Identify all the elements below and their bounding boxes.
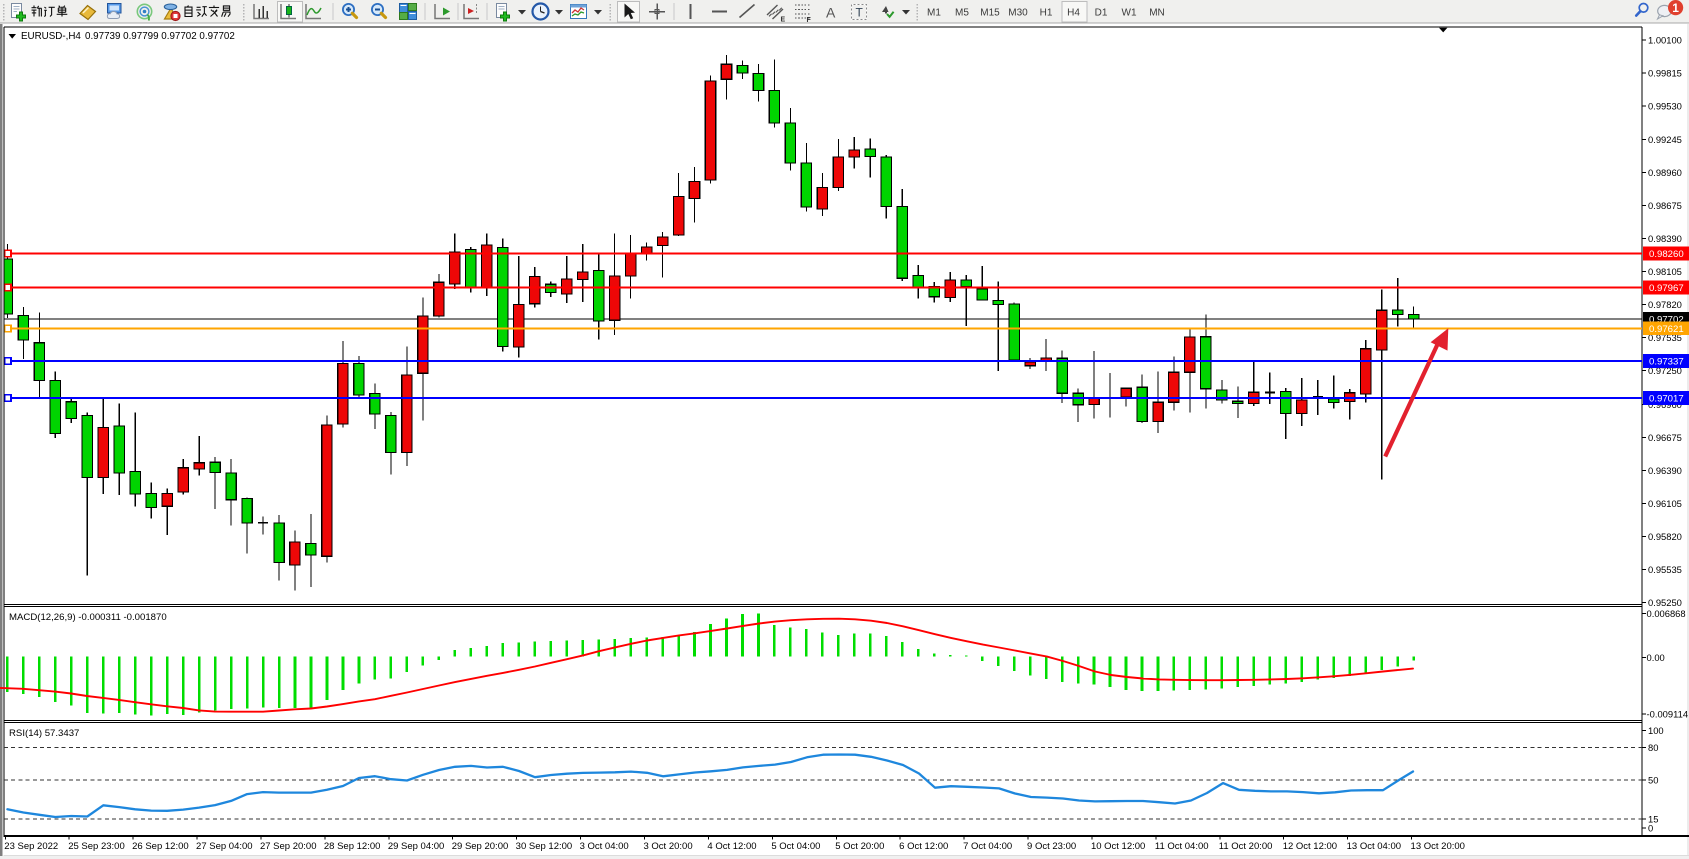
svg-text:MACD(12,26,9) -0.000311 -0.001: MACD(12,26,9) -0.000311 -0.001870 [9, 612, 167, 623]
svg-text:E: E [781, 17, 786, 24]
svg-text:M5: M5 [955, 7, 969, 18]
svg-text:0: 0 [1648, 822, 1653, 833]
svg-text:W1: W1 [1122, 7, 1137, 18]
svg-text:0.98675: 0.98675 [1648, 200, 1682, 211]
svg-text:H1: H1 [1040, 7, 1053, 18]
svg-text:0.99815: 0.99815 [1648, 68, 1682, 79]
svg-text:0.97621: 0.97621 [1649, 324, 1684, 335]
svg-text:7 Oct 04:00: 7 Oct 04:00 [963, 841, 1012, 852]
svg-text:4 Oct 12:00: 4 Oct 12:00 [707, 841, 756, 852]
svg-text:27 Sep 20:00: 27 Sep 20:00 [260, 841, 317, 852]
svg-text:0.97535: 0.97535 [1648, 332, 1682, 343]
svg-text:T: T [856, 6, 864, 20]
svg-text:D1: D1 [1095, 7, 1108, 18]
svg-text:-0.009114: -0.009114 [1647, 708, 1689, 719]
svg-text:M30: M30 [1008, 7, 1028, 18]
svg-text:12 Oct 12:00: 12 Oct 12:00 [1283, 841, 1337, 852]
svg-text:F: F [807, 17, 812, 24]
svg-text:0.006868: 0.006868 [1647, 608, 1686, 619]
svg-text:6 Oct 12:00: 6 Oct 12:00 [899, 841, 948, 852]
svg-text:0.98260: 0.98260 [1649, 249, 1684, 260]
svg-text:H4: H4 [1067, 7, 1080, 18]
svg-text:0.96675: 0.96675 [1648, 432, 1682, 443]
svg-text:0.00: 0.00 [1647, 652, 1665, 663]
svg-text:100: 100 [1648, 725, 1664, 736]
svg-text:13 Oct 04:00: 13 Oct 04:00 [1347, 841, 1401, 852]
svg-text:30 Sep 12:00: 30 Sep 12:00 [516, 841, 573, 852]
svg-text:RSI(14) 57.3437: RSI(14) 57.3437 [9, 728, 79, 739]
svg-text:3 Oct 20:00: 3 Oct 20:00 [644, 841, 693, 852]
svg-text:EURUSD-,H4: EURUSD-,H4 [21, 31, 81, 42]
svg-text:1: 1 [1672, 1, 1679, 15]
svg-text:0.97820: 0.97820 [1648, 299, 1682, 310]
svg-text:0.96390: 0.96390 [1648, 465, 1682, 476]
svg-text:M1: M1 [927, 7, 941, 18]
svg-text:9 Oct 23:00: 9 Oct 23:00 [1027, 841, 1076, 852]
svg-text:80: 80 [1648, 742, 1658, 753]
svg-text:0.97967: 0.97967 [1649, 283, 1684, 294]
svg-text:5 Oct 04:00: 5 Oct 04:00 [771, 841, 820, 852]
svg-text:28 Sep 12:00: 28 Sep 12:00 [324, 841, 381, 852]
svg-text:0.97017: 0.97017 [1649, 394, 1684, 405]
svg-text:15: 15 [1648, 814, 1658, 825]
svg-text:A: A [826, 5, 836, 21]
svg-text:0.98105: 0.98105 [1648, 266, 1682, 277]
svg-text:0.95250: 0.95250 [1648, 597, 1682, 608]
svg-text:0.95820: 0.95820 [1648, 531, 1682, 542]
svg-text:5 Oct 20:00: 5 Oct 20:00 [835, 841, 884, 852]
svg-text:11 Oct 20:00: 11 Oct 20:00 [1219, 841, 1273, 852]
svg-text:0.96105: 0.96105 [1648, 498, 1682, 509]
svg-text:23 Sep 2022: 23 Sep 2022 [4, 841, 58, 852]
svg-text:11 Oct 04:00: 11 Oct 04:00 [1155, 841, 1209, 852]
svg-text:0.99530: 0.99530 [1648, 101, 1682, 112]
svg-text:27 Sep 04:00: 27 Sep 04:00 [196, 841, 253, 852]
svg-text:0.95535: 0.95535 [1648, 564, 1682, 575]
svg-text:3 Oct 04:00: 3 Oct 04:00 [580, 841, 629, 852]
svg-text:0.97702: 0.97702 [1649, 315, 1684, 326]
svg-text:25 Sep 23:00: 25 Sep 23:00 [68, 841, 125, 852]
svg-text:0.98960: 0.98960 [1648, 167, 1682, 178]
svg-text:50: 50 [1648, 774, 1658, 785]
svg-text:10 Oct 12:00: 10 Oct 12:00 [1091, 841, 1145, 852]
svg-text:0.99245: 0.99245 [1648, 134, 1682, 145]
svg-text:1.00100: 1.00100 [1648, 35, 1682, 46]
svg-text:13 Oct 20:00: 13 Oct 20:00 [1411, 841, 1465, 852]
svg-text:M15: M15 [980, 7, 1000, 18]
svg-text:26 Sep 12:00: 26 Sep 12:00 [132, 841, 189, 852]
svg-text:0.98390: 0.98390 [1648, 233, 1682, 244]
svg-text:29 Sep 20:00: 29 Sep 20:00 [452, 841, 509, 852]
svg-text:0.97250: 0.97250 [1648, 365, 1682, 376]
svg-text:MN: MN [1149, 7, 1165, 18]
svg-text:0.97739 0.97799 0.97702 0.9770: 0.97739 0.97799 0.97702 0.97702 [85, 31, 235, 42]
svg-text:0.97337: 0.97337 [1649, 357, 1684, 368]
svg-text:29 Sep 04:00: 29 Sep 04:00 [388, 841, 445, 852]
